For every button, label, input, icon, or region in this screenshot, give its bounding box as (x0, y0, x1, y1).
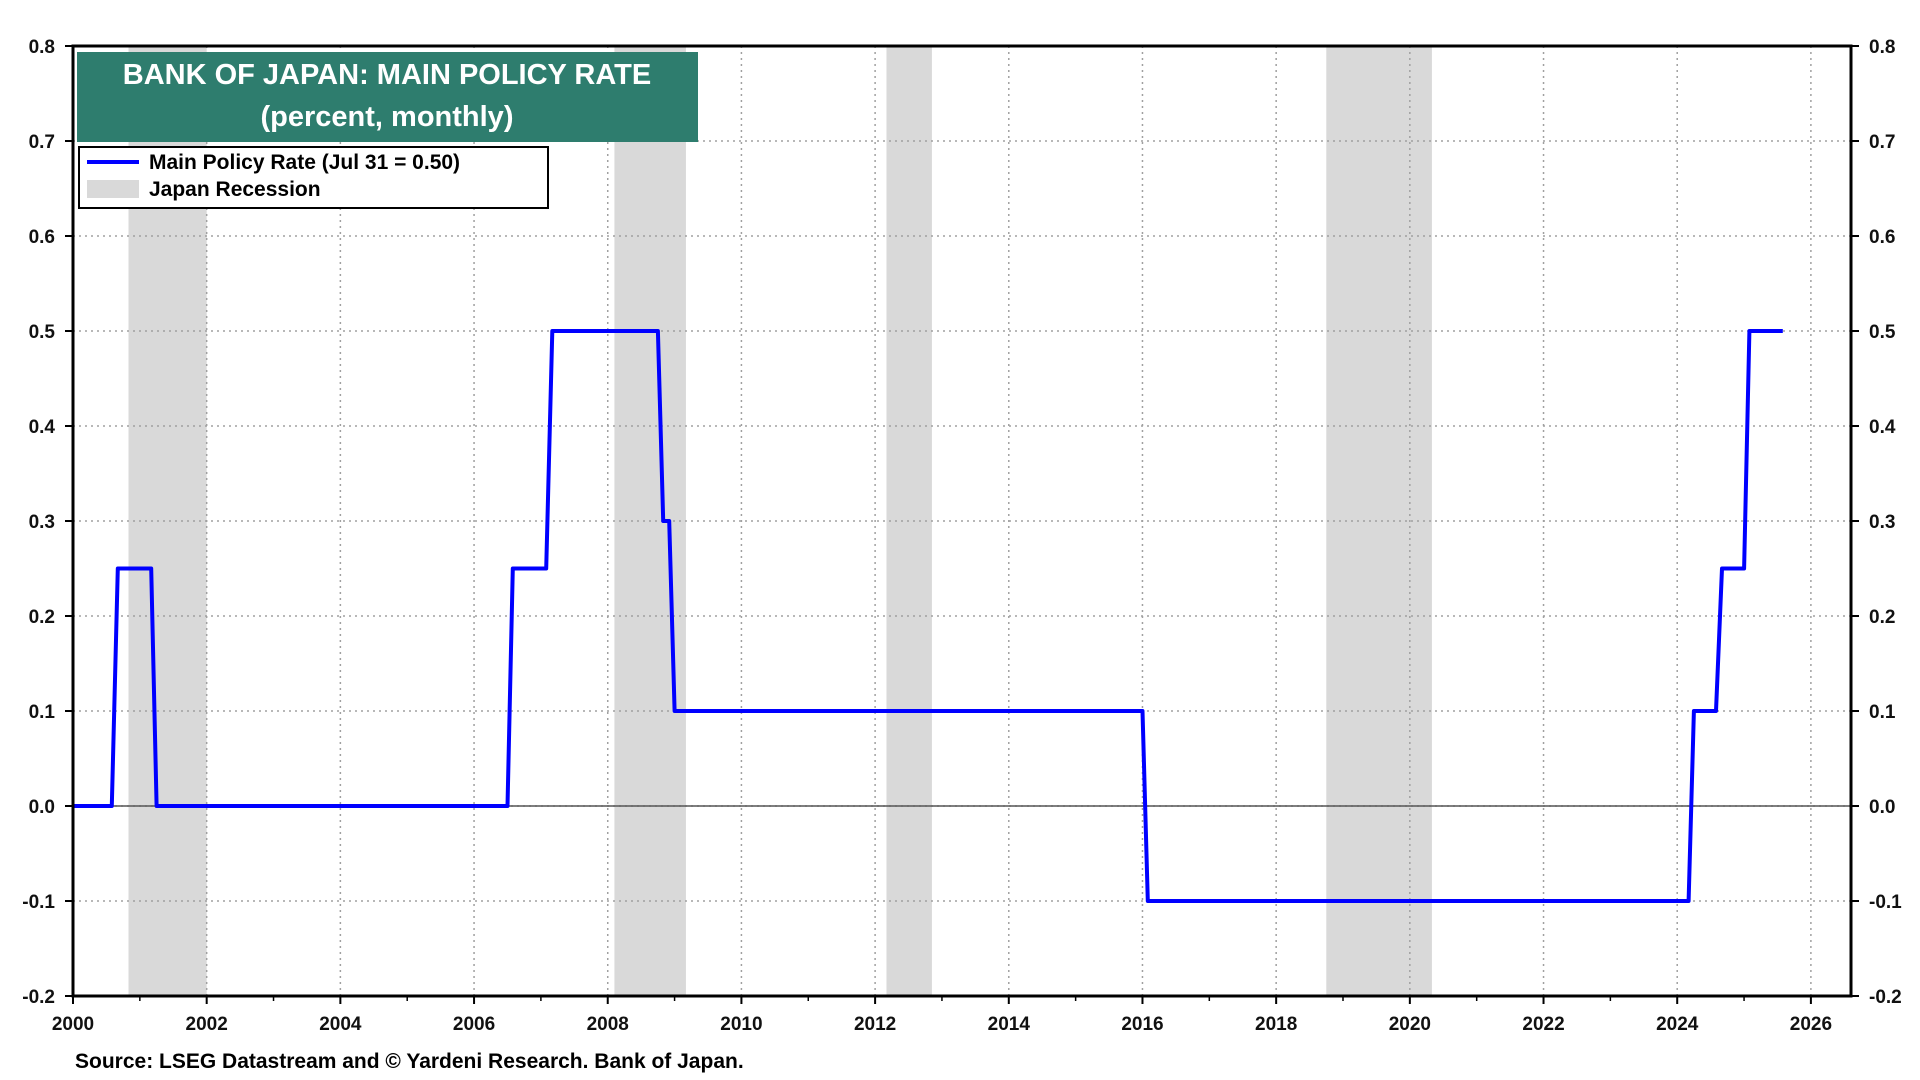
y-tick-label-left: 0.6 (29, 227, 55, 248)
y-tick-label-right: 0.3 (1869, 512, 1895, 533)
series-lines (73, 329, 1783, 903)
y-tick-label-left: 0.1 (29, 702, 56, 723)
x-tick-label: 2016 (1121, 1014, 1163, 1035)
axis-ticks: 2000 2002 2004 2006 2008 2010 2012 2014 2016 2018… (22, 37, 1902, 1035)
y-tick-label-left: 0.3 (29, 512, 55, 533)
y-tick-label-left: 0.0 (29, 797, 55, 818)
y-tick-label-right: 0.4 (1869, 417, 1896, 438)
x-tick-label: 2008 (587, 1014, 629, 1035)
legend: Main Policy Rate (Jul 31 = 0.50) Japan R… (78, 146, 549, 209)
y-tick-label-left: 0.4 (29, 417, 56, 438)
y-tick-label-right: -0.2 (1869, 987, 1902, 1008)
legend-box (78, 146, 549, 209)
x-tick-label: 2010 (720, 1014, 762, 1035)
x-tick-label: 2002 (186, 1014, 228, 1035)
y-tick-label-right: 0.6 (1869, 227, 1895, 248)
recession-band (1326, 46, 1432, 996)
x-tick-label: 2024 (1656, 1014, 1699, 1035)
policy-rate-line (73, 329, 1783, 903)
legend-series-label: Main Policy Rate (Jul 31 = 0.50) (149, 151, 460, 174)
chart-title: BANK OF JAPAN: MAIN POLICY RATE (123, 59, 651, 91)
source-note: Source: LSEG Datastream and © Yardeni Re… (75, 1050, 744, 1073)
y-tick-label-left: -0.1 (22, 892, 55, 913)
y-tick-label-right: 0.0 (1869, 797, 1895, 818)
title-box: BANK OF JAPAN: MAIN POLICY RATE (percent… (77, 52, 698, 142)
legend-recession-label: Japan Recession (149, 178, 321, 201)
chart-subtitle: (percent, monthly) (261, 101, 514, 133)
y-tick-label-right: 0.2 (1869, 607, 1895, 628)
x-tick-label: 2020 (1389, 1014, 1431, 1035)
y-tick-label-right: 0.1 (1869, 702, 1896, 723)
y-tick-label-left: 0.7 (29, 132, 55, 153)
y-tick-label-right: -0.1 (1869, 892, 1902, 913)
y-tick-label-right: 0.5 (1869, 322, 1896, 343)
y-tick-label-left: -0.2 (22, 987, 55, 1008)
legend-recession-swatch (87, 180, 139, 198)
y-tick-label-right: 0.8 (1869, 37, 1895, 58)
y-tick-label-left: 0.2 (29, 607, 55, 628)
x-tick-label: 2004 (319, 1014, 362, 1035)
x-tick-label: 2006 (453, 1014, 495, 1035)
recession-band (886, 46, 932, 996)
x-tick-label: 2022 (1522, 1014, 1564, 1035)
y-tick-label-left: 0.8 (29, 37, 55, 58)
x-tick-label: 2018 (1255, 1014, 1297, 1035)
x-tick-label: 2012 (854, 1014, 896, 1035)
y-tick-label-right: 0.7 (1869, 132, 1895, 153)
y-tick-label-left: 0.5 (29, 322, 56, 343)
x-tick-label: 2014 (988, 1014, 1031, 1035)
x-tick-label: 2000 (52, 1014, 94, 1035)
x-tick-label: 2026 (1790, 1014, 1832, 1035)
title-background (77, 52, 698, 142)
